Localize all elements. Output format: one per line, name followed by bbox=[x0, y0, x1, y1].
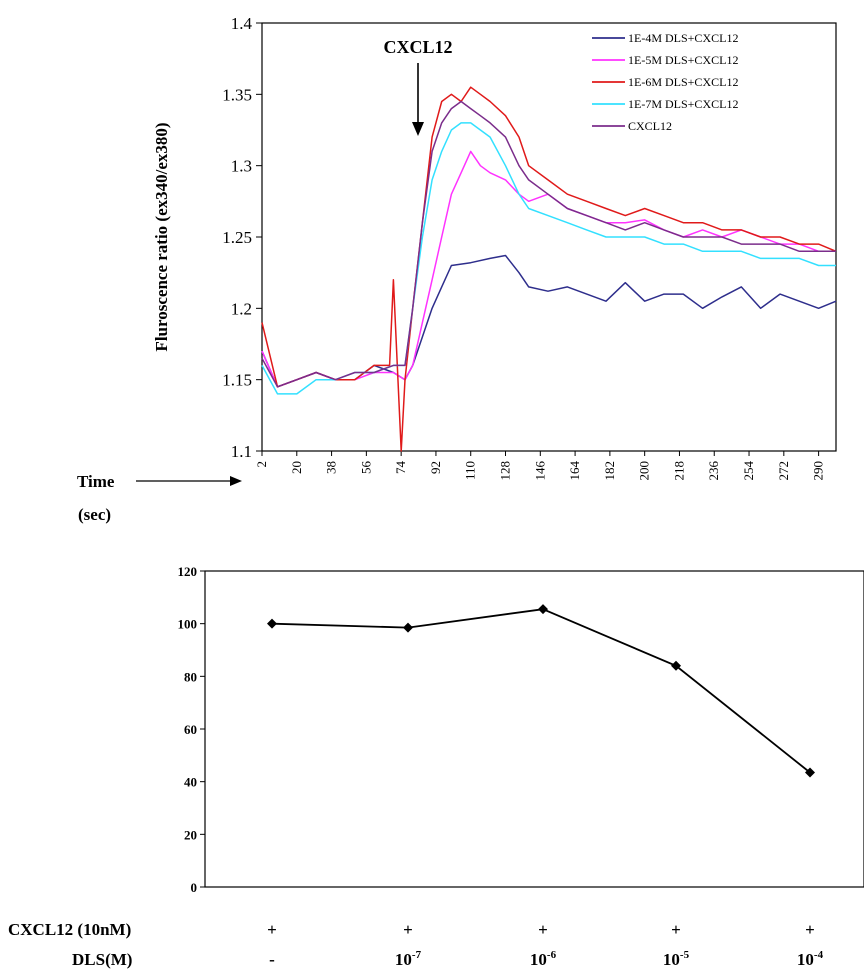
top-x-tick-label: 38 bbox=[324, 461, 339, 474]
top-y-tick-label: 1.3 bbox=[231, 157, 252, 176]
top-y-axis: 1.1 1.15 1.2 1.25 1.3 1.35 1.4 bbox=[222, 14, 262, 461]
time-axis-unit: (sec) bbox=[78, 505, 111, 524]
cxcl12-annotation: CXCL12 bbox=[383, 37, 452, 57]
bottom-y-tick-label: 120 bbox=[178, 564, 198, 579]
bottom-series-line bbox=[271, 608, 811, 774]
top-y-tick-label: 1.4 bbox=[231, 14, 253, 33]
bottom-y-tick-label: 80 bbox=[184, 669, 197, 684]
bottom-series-line bbox=[267, 604, 815, 778]
row-cell: + bbox=[403, 920, 413, 939]
top-x-tick-label: 236 bbox=[706, 461, 721, 481]
bottom-y-tick-label: 40 bbox=[184, 775, 197, 790]
row-cell-exponent: -7 bbox=[412, 949, 422, 961]
top-x-tick-label: 146 bbox=[532, 461, 547, 481]
bottom-data-point bbox=[267, 618, 277, 629]
bottom-y-axis: 0 20 40 60 80 100 120 bbox=[178, 564, 205, 895]
dose-response-chart: 0 20 40 60 80 100 120 CXCL12 (10nM) + + + + + DLS(M)… bbox=[8, 564, 864, 969]
row-cell: + bbox=[538, 920, 548, 939]
legend-label: 1E-6M DLS+CXCL12 bbox=[628, 75, 738, 89]
row-cell-exponent: -4 bbox=[814, 949, 824, 961]
top-x-tick-label: 74 bbox=[393, 461, 408, 475]
time-arrow bbox=[136, 476, 242, 486]
top-plot-frame bbox=[261, 22, 837, 452]
top-series-line bbox=[261, 150, 836, 388]
top-series-line bbox=[261, 254, 837, 388]
time-course-chart: 1.1 1.15 1.2 1.25 1.3 1.35 1.4 2 20 38 56 74 92 110 1… bbox=[77, 14, 837, 524]
legend-label: 1E-4M DLS+CXCL12 bbox=[628, 31, 738, 45]
bottom-plot-frame bbox=[204, 570, 864, 888]
top-series-line bbox=[261, 100, 836, 388]
bottom-y-tick-label: 20 bbox=[184, 827, 197, 842]
top-x-axis: 2 20 38 56 74 92 110 128 146 164 182 200 218 236 254 27… bbox=[254, 451, 826, 481]
top-x-tick-label: 182 bbox=[602, 461, 617, 481]
top-x-tick-label: 110 bbox=[463, 461, 478, 480]
time-axis-label: Time bbox=[77, 472, 115, 491]
bottom-data-point bbox=[403, 622, 413, 633]
row-cell-exponent: -6 bbox=[547, 949, 557, 961]
top-y-tick-label: 1.25 bbox=[222, 228, 252, 247]
legend: 1E-4M DLS+CXCL12 1E-5M DLS+CXCL12 1E-6M DL… bbox=[592, 31, 738, 133]
top-x-tick-label: 218 bbox=[671, 461, 686, 481]
condition-rows: CXCL12 (10nM) + + + + + DLS(M) - 10-7 10-6 10-5 10-… bbox=[8, 920, 824, 969]
top-x-tick-label: 254 bbox=[741, 461, 756, 481]
legend-label: 1E-5M DLS+CXCL12 bbox=[628, 53, 738, 67]
top-x-tick-label: 164 bbox=[567, 461, 582, 481]
row-cell: 10-4 bbox=[797, 949, 824, 969]
cxcl12-arrow bbox=[412, 63, 424, 136]
top-x-tick-label: 272 bbox=[776, 461, 791, 481]
row-cell: + bbox=[671, 920, 681, 939]
top-y-axis-label: Fluroscence ratio (ex340/ex380) bbox=[152, 122, 171, 351]
legend-label: CXCL12 bbox=[628, 119, 672, 133]
top-y-tick-label: 1.35 bbox=[222, 85, 252, 104]
top-x-tick-label: 200 bbox=[637, 461, 652, 481]
top-series-line bbox=[261, 86, 837, 452]
row-cell: + bbox=[267, 920, 277, 939]
bottom-data-point bbox=[805, 767, 815, 778]
bottom-y-tick-label: 0 bbox=[191, 880, 198, 895]
row-cell: - bbox=[269, 950, 275, 969]
top-x-tick-label: 56 bbox=[358, 461, 373, 475]
row-cell: 10-7 bbox=[395, 949, 422, 969]
top-x-tick-label: 128 bbox=[498, 461, 513, 481]
top-series-line bbox=[261, 122, 836, 395]
row-cell-exponent: -5 bbox=[680, 949, 690, 961]
row-label: CXCL12 (10nM) bbox=[8, 920, 131, 939]
bottom-y-tick-label: 60 bbox=[184, 722, 197, 737]
top-x-tick-label: 92 bbox=[428, 461, 443, 474]
row-label: DLS(M) bbox=[72, 950, 132, 969]
top-x-tick-label: 20 bbox=[289, 461, 304, 474]
top-x-tick-label: 2 bbox=[254, 461, 269, 468]
legend-label: 1E-7M DLS+CXCL12 bbox=[628, 97, 738, 111]
top-y-tick-label: 1.2 bbox=[231, 299, 252, 318]
row-cell: 10-6 bbox=[530, 949, 557, 969]
bottom-y-tick-label: 100 bbox=[178, 617, 198, 632]
top-y-tick-label: 1.15 bbox=[222, 371, 252, 390]
top-y-tick-label: 1.1 bbox=[231, 442, 252, 461]
row-cell: + bbox=[805, 920, 815, 939]
bottom-data-point bbox=[671, 660, 681, 671]
row-cell: 10-5 bbox=[663, 949, 690, 969]
top-series-lines bbox=[261, 86, 837, 452]
bottom-data-point bbox=[538, 604, 548, 615]
top-x-tick-label: 290 bbox=[811, 461, 826, 481]
